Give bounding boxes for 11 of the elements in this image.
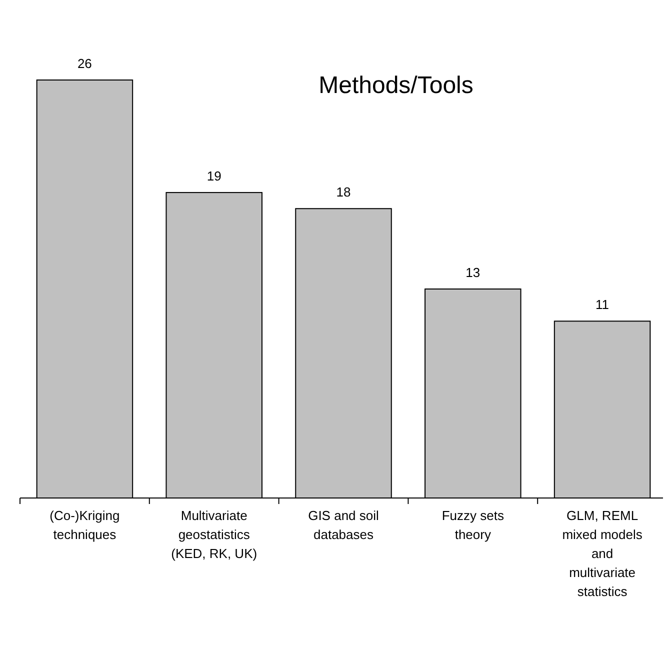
x-tick-label: GIS and soil databases	[308, 508, 380, 542]
data-label: 26	[77, 56, 92, 71]
data-label: 11	[596, 297, 610, 312]
x-tick-label: (Co-)Kriging techniques	[50, 508, 120, 542]
data-label: 18	[336, 184, 351, 200]
x-tick-label: GLM, REML mixed models and multivariate statistics	[562, 508, 643, 599]
x-tick-label: Multivariate geostatistics (KED, RK, UK)	[171, 508, 258, 561]
x-tick-label: Fuzzy sets theory	[442, 508, 504, 542]
data-label: 13	[466, 265, 480, 280]
chart-title: Methods/Tools	[318, 72, 474, 99]
data-label: 19	[206, 168, 222, 184]
